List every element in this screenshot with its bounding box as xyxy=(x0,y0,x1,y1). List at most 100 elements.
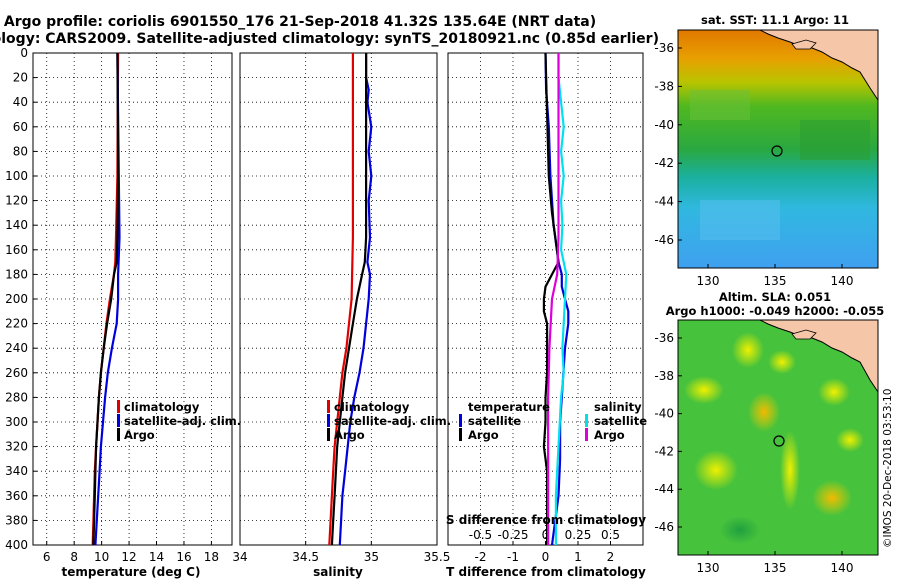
difference-xlabel: T difference from climatology xyxy=(446,565,646,579)
sst-patch xyxy=(700,200,780,240)
legend-swatch-satellite xyxy=(327,414,330,427)
x-tick-label: -1 xyxy=(507,550,519,564)
plot-frame xyxy=(239,52,438,546)
sst-map-frame xyxy=(677,29,879,269)
y-tick-label: 160 xyxy=(5,243,28,257)
lat-tick-label: -40 xyxy=(654,118,674,132)
x-tick-label: 18 xyxy=(204,550,219,564)
legend-label-s-argo: Argo xyxy=(594,428,625,442)
sla-anomaly xyxy=(836,428,864,452)
x2-tick-label: 0.25 xyxy=(565,528,592,542)
y-tick-label: 200 xyxy=(5,292,28,306)
legend-label-t-argo: Argo xyxy=(468,428,499,442)
series-line-salinity-satellite xyxy=(554,53,568,545)
legend-label-climatology: climatology xyxy=(124,400,200,414)
x-tick-label: 12 xyxy=(121,550,136,564)
imos-timestamp: ©IMOS 20-Dec-2018 03:53:10 xyxy=(882,389,894,548)
legend-swatch-s-argo xyxy=(585,428,588,441)
sla-anomaly xyxy=(720,516,760,544)
lat-tick-label: -38 xyxy=(654,369,674,383)
difference-legend: temperature satellite Argo salinity sate… xyxy=(459,400,647,442)
argo-position-marker xyxy=(773,435,785,447)
coastline xyxy=(759,319,879,393)
salinity-panel: 34 34.5 35 35.5 xyxy=(232,52,451,564)
y-tick-label: 80 xyxy=(13,144,28,158)
y-tick-label: 240 xyxy=(5,341,28,355)
lat-tick-label: -42 xyxy=(654,156,674,170)
y-tick-label: 220 xyxy=(5,317,28,331)
argo-position-marker xyxy=(771,145,783,157)
lon-tick-label: 135 xyxy=(764,561,787,575)
lat-tick-label: -44 xyxy=(654,482,674,496)
lon-tick-label: 130 xyxy=(697,561,720,575)
kangaroo-island xyxy=(791,39,817,50)
salinity-xlabel: salinity xyxy=(313,565,363,579)
x-tick-label: 16 xyxy=(176,550,191,564)
legend-swatch-climatology xyxy=(117,400,120,413)
x-tick-label: 34 xyxy=(232,550,247,564)
sla-map-title-line1: Altim. SLA: 0.051 xyxy=(719,290,831,304)
x-tick-label: 34.5 xyxy=(292,550,319,564)
sla-anomaly xyxy=(818,378,850,406)
kangaroo-island xyxy=(791,329,817,340)
series-line-climatology xyxy=(328,53,354,546)
sst-map xyxy=(677,29,879,269)
legend-swatch-argo xyxy=(117,428,120,441)
y-tick-label: 60 xyxy=(13,120,28,134)
difference-x2label: S difference from climatology xyxy=(446,513,646,527)
legend-label-satellite: satellite-adj. clim. xyxy=(124,414,241,428)
series-line-argo xyxy=(330,53,368,546)
sla-anomaly xyxy=(684,376,724,404)
salinity-legend: climatology satellite-adj. clim. Argo xyxy=(327,400,451,442)
legend-label-argo: Argo xyxy=(124,428,155,442)
lat-tick-label: -42 xyxy=(654,444,674,458)
y-tick-label: 400 xyxy=(5,538,28,552)
australia-land xyxy=(760,30,878,100)
figure-title-line1: Argo profile: coriolis 6901550_176 21-Se… xyxy=(4,14,596,30)
plot-frame xyxy=(32,52,233,546)
legend-header-temperature: temperature xyxy=(468,400,550,414)
y-tick-label: 280 xyxy=(5,390,28,404)
y-tick-label: 320 xyxy=(5,440,28,454)
y-tick-label: 340 xyxy=(5,464,28,478)
y-tick-label: 140 xyxy=(5,218,28,232)
x-tick-label: 8 xyxy=(70,550,78,564)
sla-map-frame xyxy=(677,319,879,556)
temperature-legend: climatology satellite-adj. clim. Argo xyxy=(117,400,241,442)
australia-land xyxy=(760,320,878,392)
lon-tick-label: 130 xyxy=(697,274,720,288)
legend-swatch-t-argo xyxy=(459,428,462,441)
legend-label-s-satellite: satellite xyxy=(594,414,647,428)
y-tick-label: 360 xyxy=(5,489,28,503)
y-tick-label: 120 xyxy=(5,194,28,208)
x-tick-label: -2 xyxy=(475,550,487,564)
x-tick-label: 14 xyxy=(149,550,164,564)
x2-tick-label: 0.5 xyxy=(601,528,620,542)
lat-tick-label: -36 xyxy=(654,331,674,345)
y-tick-label: 40 xyxy=(13,95,28,109)
x-tick-label: 0 xyxy=(542,550,550,564)
legend-label-climatology: climatology xyxy=(334,400,410,414)
sla-anomaly xyxy=(748,392,780,432)
series-line-salinity-argo xyxy=(546,53,560,545)
coastline xyxy=(759,29,879,101)
legend-swatch-climatology xyxy=(327,400,330,413)
y-tick-label: 180 xyxy=(5,267,28,281)
x2-tick-label: 0 xyxy=(542,528,550,542)
lat-tick-label: -36 xyxy=(654,41,674,55)
sla-anomaly xyxy=(768,350,796,374)
sla-map-ticks: -36 -38 -40 -42 -44 -46 130 135 140 xyxy=(654,331,853,575)
x-tick-label: 10 xyxy=(94,550,109,564)
x2-tick-label: -0.25 xyxy=(497,528,528,542)
lon-tick-label: 140 xyxy=(831,561,854,575)
lon-tick-label: 135 xyxy=(764,274,787,288)
sla-map-title-line2: Argo h1000: -0.049 h2000: -0.055 xyxy=(666,304,885,318)
legend-swatch-s-satellite xyxy=(585,414,588,427)
y-tick-label: 0 xyxy=(20,46,28,60)
sst-map-title: sat. SST: 11.1 Argo: 11 xyxy=(701,13,849,27)
x-tick-label: 35.5 xyxy=(424,550,451,564)
series-line-satellite-adj-clim- xyxy=(338,53,373,546)
lat-tick-label: -38 xyxy=(654,79,674,93)
legend-label-satellite: satellite-adj. clim. xyxy=(334,414,451,428)
